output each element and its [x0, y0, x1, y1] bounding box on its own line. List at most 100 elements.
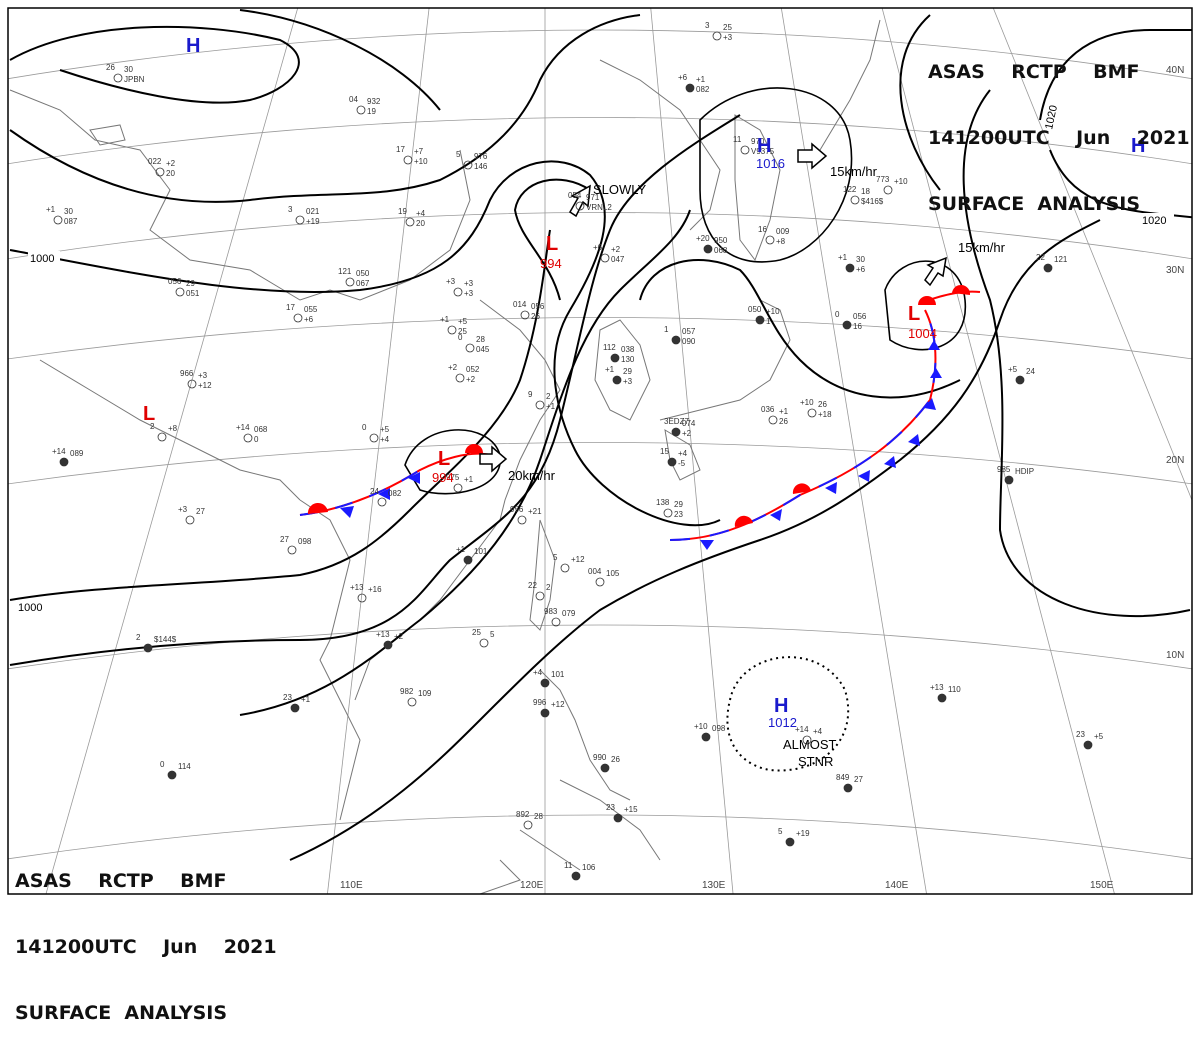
station-value: +6 — [678, 73, 688, 82]
stationary-front-east — [669, 284, 981, 550]
station-value: 990 — [593, 753, 607, 762]
station-value: 30 — [64, 207, 73, 216]
station-value: +12 — [551, 700, 565, 709]
station-value: 22 — [528, 581, 537, 590]
station-value: 25 — [723, 23, 732, 32]
station-value: 932 — [367, 97, 381, 106]
station-value: +15 — [624, 805, 638, 814]
station-value: +4 — [533, 668, 543, 677]
low-center-yellow-sea: L — [546, 233, 558, 255]
high-center-northwest: H — [186, 35, 200, 57]
station-value: 950 — [714, 236, 728, 245]
station-value: 16 — [758, 225, 767, 234]
station-value: 22 — [1036, 253, 1045, 262]
station-value: +4 — [416, 209, 426, 218]
station-value: +6 — [856, 265, 866, 274]
station-value: 27 — [196, 507, 205, 516]
station-value: +4 — [813, 727, 823, 736]
station-value: 29 — [674, 500, 683, 509]
station-value: 068 — [714, 246, 728, 255]
station-value: 2 — [546, 583, 551, 592]
latitude-lines — [8, 29, 1192, 860]
motion-labels: SLOWLY 15km/hr 15km/hr 20km/hr ALMOST ST… — [508, 164, 1006, 769]
station-value: +3 — [464, 279, 474, 288]
station-value: 996 — [533, 698, 547, 707]
lat-label-40n: 40N — [1166, 65, 1184, 76]
station-value: +4 — [380, 435, 390, 444]
longitude-labels: 110E 120E 130E 140E 150E — [340, 880, 1114, 891]
station-value: +1 — [546, 402, 556, 411]
station-value: 121 — [338, 267, 352, 276]
station-value: +5 — [1008, 365, 1018, 374]
station-value: 068 — [254, 425, 268, 434]
station-value: 966 — [180, 369, 194, 378]
high-center-pacific: H — [774, 695, 788, 717]
station-value: 19 — [398, 207, 407, 216]
station-value: 23 — [606, 803, 615, 812]
station-value: 25 — [458, 327, 467, 336]
station-value: 090 — [682, 337, 696, 346]
station-value: 106 — [582, 863, 596, 872]
station-value: +1 — [838, 253, 848, 262]
lon-label-130e: 130E — [702, 880, 726, 891]
lat-label-30n: 30N — [1166, 265, 1184, 276]
station-value: 23 — [1076, 730, 1085, 739]
map-frame — [7, 7, 1193, 895]
station-value: HDIP — [1015, 467, 1034, 476]
station-value: JPBN — [124, 75, 145, 84]
station-value: 24 — [370, 487, 379, 496]
station-value: 130 — [621, 355, 635, 364]
station-markers — [53, 31, 1093, 881]
pressure-japan-high: 1016 — [756, 156, 785, 171]
station-value: +19 — [796, 829, 810, 838]
lon-label-150e: 150E — [1090, 880, 1114, 891]
station-value: 052 — [466, 365, 480, 374]
station-value: 983 — [544, 607, 558, 616]
station-value: +10 — [894, 177, 908, 186]
station-value: 014 — [513, 300, 527, 309]
pressure-pacific-high: 1012 — [768, 715, 797, 730]
station-value: 11 — [564, 861, 573, 870]
station-value: 021 — [306, 207, 320, 216]
header-line-1: ASAS RCTP BMF — [15, 870, 227, 892]
station-value: +1 — [464, 475, 474, 484]
pressure-south-china-low: 994 — [432, 470, 454, 485]
station-value: +3 — [723, 33, 733, 42]
station-value: 26 — [818, 400, 827, 409]
station-value: 112 — [603, 343, 616, 352]
high-center-japan: H — [757, 135, 771, 157]
station-value: 0 — [835, 310, 840, 319]
station-value: +21 — [528, 507, 542, 516]
station-value: +3 — [623, 377, 633, 386]
station-value: $416$ — [861, 197, 884, 206]
station-value: +14 — [52, 447, 66, 456]
station-value: 047 — [611, 255, 625, 264]
station-value: +1 — [440, 315, 450, 324]
station-value: 089 — [70, 449, 84, 458]
station-value: 23 — [283, 693, 292, 702]
station-value: +10 — [694, 722, 708, 731]
station-value: +2 — [394, 632, 404, 641]
motion-south-low: 20km/hr — [508, 468, 556, 483]
station-value: 28 — [534, 812, 543, 821]
station-value: 0 — [362, 423, 367, 432]
station-value: 057 — [682, 327, 696, 336]
header-line-3: SURFACE ANALYSIS — [15, 1002, 228, 1024]
station-value: 036 — [761, 405, 775, 414]
station-value: +3 — [198, 371, 208, 380]
station-value: +2 — [166, 159, 176, 168]
center-pressures: 1016 1012 994 994 1004 — [432, 156, 937, 730]
station-value: +8 — [776, 237, 786, 246]
station-value: +10 — [766, 307, 780, 316]
station-value: 121 — [1054, 255, 1068, 264]
station-value: 045 — [476, 345, 490, 354]
station-value: 04 — [349, 95, 358, 104]
station-value: +1 — [696, 75, 706, 84]
station-value: 2 — [136, 633, 141, 642]
station-value: +3 — [178, 505, 188, 514]
station-value: +13 — [350, 583, 364, 592]
station-value: 5 — [456, 150, 461, 159]
station-value: 082 — [696, 85, 710, 94]
low-center-south-china: L — [438, 448, 450, 470]
